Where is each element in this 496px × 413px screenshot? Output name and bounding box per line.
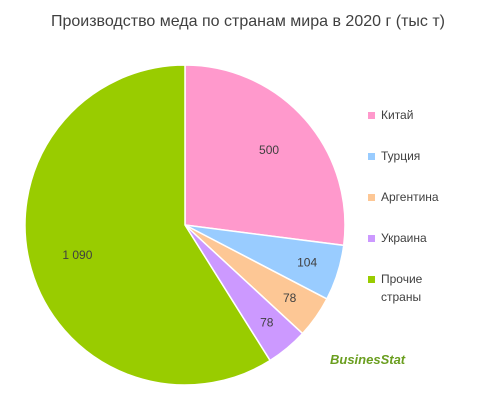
- data-label: 78: [283, 291, 297, 305]
- legend-item: Аргентина: [368, 188, 468, 206]
- legend-swatch: [368, 276, 375, 283]
- legend-item: Китай: [368, 106, 468, 124]
- pie-slice: [24, 64, 272, 386]
- legend-label: Аргентина: [381, 190, 439, 204]
- legend-item: Прочие страны: [368, 270, 468, 306]
- data-label: 104: [297, 255, 317, 269]
- legend-swatch: [368, 112, 375, 119]
- legend-item: Украина: [368, 229, 468, 247]
- legend-label: Украина: [381, 231, 427, 245]
- data-label: 1 090: [62, 248, 92, 262]
- pie-slice: [184, 64, 346, 247]
- legend: Китай Турция Аргентина Украина Прочие страны: [368, 106, 468, 329]
- data-label: 500: [259, 143, 279, 157]
- legend-swatch: [368, 194, 375, 201]
- legend-swatch: [368, 153, 375, 160]
- legend-label: Турция: [381, 149, 421, 163]
- legend-label: Китай: [381, 108, 414, 122]
- legend-swatch: [368, 235, 375, 242]
- chart-title: Производство меда по странам мира в 2020…: [51, 13, 445, 30]
- legend-label: Прочие страны: [381, 272, 423, 304]
- data-label: 78: [260, 316, 274, 330]
- legend-item: Турция: [368, 147, 468, 165]
- watermark: BusinesStat: [330, 352, 406, 367]
